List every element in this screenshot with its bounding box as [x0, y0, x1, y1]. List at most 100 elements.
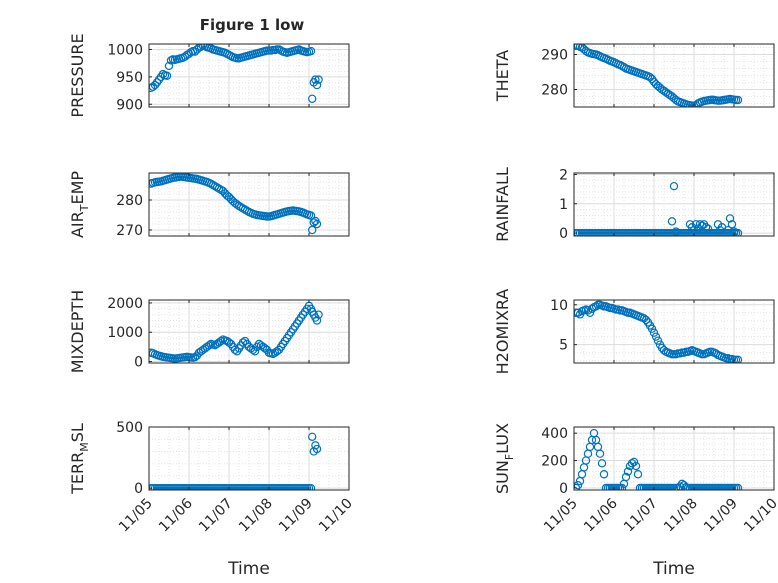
- data-point: [649, 328, 659, 337]
- data-point: [595, 449, 605, 458]
- data-point: [669, 181, 679, 191]
- series-markers: [574, 181, 743, 236]
- data-point: [306, 483, 316, 490]
- y-tick-label: 1000: [107, 325, 143, 341]
- y-tick-label: 0: [559, 226, 568, 242]
- data-point: [250, 347, 260, 356]
- axes-box: [148, 426, 350, 491]
- y-tick-label: 10: [550, 298, 568, 314]
- y-tick-label: 0: [134, 355, 143, 371]
- subplot-terr-msl: 0 500 11/05 11/06 11/07 11/08 11/09 11/10 Time TE…: [68, 420, 356, 579]
- y-tick-label: 0: [134, 481, 143, 497]
- axes-box: [573, 299, 775, 364]
- series-markers: [574, 300, 743, 363]
- axes-box: [148, 299, 350, 364]
- axes-box: [573, 172, 775, 237]
- series-markers: [574, 44, 743, 107]
- x-tick-label: 11/08: [236, 496, 276, 536]
- data-point: [308, 225, 317, 235]
- x-tick-label: 11/05: [541, 496, 581, 536]
- data-point: [585, 308, 595, 317]
- y-tick-label: 290: [541, 48, 568, 64]
- data-point: [667, 217, 677, 226]
- x-tick-label: 11/07: [196, 496, 236, 536]
- data-point: [653, 336, 663, 345]
- data-point: [204, 341, 214, 350]
- data-point: [651, 332, 661, 341]
- data-point: [306, 46, 316, 56]
- data-point: [633, 470, 643, 479]
- x-tick-label: 11/10: [316, 496, 356, 536]
- grid: [149, 173, 349, 236]
- y-axis-label: TERRMSL: [68, 423, 91, 495]
- y-tick-label: 1: [559, 197, 568, 213]
- y-tick-label: 500: [116, 420, 143, 436]
- x-axis-label: Time: [652, 559, 695, 579]
- y-tick-label: 400: [541, 426, 568, 442]
- data-point: [314, 75, 323, 84]
- y-axis-label: H2OMIXRA: [493, 289, 512, 375]
- data-point: [599, 470, 609, 479]
- y-tick-label: 270: [116, 223, 143, 239]
- y-axis-label: MIXDEPTH: [68, 290, 87, 373]
- data-point: [617, 483, 627, 490]
- x-tick-label: 11/06: [156, 495, 196, 535]
- y-tick-label: 200: [541, 454, 568, 470]
- y-tick-label: 2: [559, 167, 568, 183]
- data-point: [308, 432, 317, 441]
- subplot-pressure: 900 950 1000 PRESSURE: [68, 33, 350, 118]
- data-point: [312, 444, 322, 454]
- y-axis-label: PRESSURE: [68, 33, 87, 117]
- subplot-rainfall: 0 1 2 RAINFALL: [493, 167, 775, 242]
- y-tick-label: 280: [541, 83, 568, 99]
- data-point: [312, 80, 322, 90]
- series-markers: [149, 432, 322, 490]
- y-tick-label: 1000: [107, 42, 143, 58]
- subplot-mixdepth: 0 1000 2000 MIXDEPTH: [68, 290, 350, 373]
- x-tick-label: 11/10: [741, 496, 778, 536]
- plot-area: [574, 427, 774, 490]
- y-tick-label: 0: [559, 481, 568, 497]
- data-point: [631, 461, 641, 471]
- data-point: [679, 99, 689, 107]
- series-markers: [149, 173, 322, 235]
- x-tick-label: 11/06: [581, 495, 621, 535]
- plot-area: [574, 173, 774, 236]
- data-point: [681, 483, 691, 490]
- subplot-theta: 280 290 THETA: [493, 43, 775, 108]
- subplot-sun-flux: 0 200 400 11/05 11/06 11/07 11/08 11/09 11/10 Tim…: [493, 423, 778, 579]
- data-point: [727, 220, 737, 229]
- x-tick-label: 11/09: [276, 496, 316, 536]
- subplot-air-temp: 270 280 AIRTEMP: [68, 171, 350, 239]
- data-point: [312, 219, 322, 229]
- axes-box: [573, 43, 775, 108]
- data-point: [629, 457, 639, 467]
- series-markers: [574, 428, 743, 490]
- data-point: [314, 310, 323, 319]
- data-point: [647, 324, 657, 333]
- data-point: [641, 315, 651, 325]
- axes-box: [148, 172, 350, 237]
- x-tick-label: 11/09: [701, 496, 741, 536]
- series-markers: [149, 44, 323, 103]
- subplot-h2omixra: 5 10 H2OMIXRA: [493, 289, 775, 375]
- y-axis-label: RAINFALL: [493, 167, 512, 242]
- x-tick-label: 11/07: [621, 496, 661, 536]
- data-point: [311, 75, 320, 84]
- data-point: [306, 211, 316, 220]
- data-point: [691, 220, 701, 229]
- data-point: [196, 44, 206, 51]
- figure-title: Figure 1 low: [200, 16, 305, 34]
- axes-box: [573, 426, 775, 491]
- x-tick-label: 11/08: [661, 496, 701, 536]
- data-point: [725, 214, 735, 223]
- data-point: [164, 61, 174, 71]
- data-point: [216, 336, 226, 346]
- grid: [149, 300, 349, 363]
- data-point: [681, 100, 691, 107]
- y-tick-label: 5: [559, 338, 568, 354]
- y-axis-label: AIRTEMP: [68, 171, 91, 238]
- y-axis-label: THETA: [493, 50, 512, 102]
